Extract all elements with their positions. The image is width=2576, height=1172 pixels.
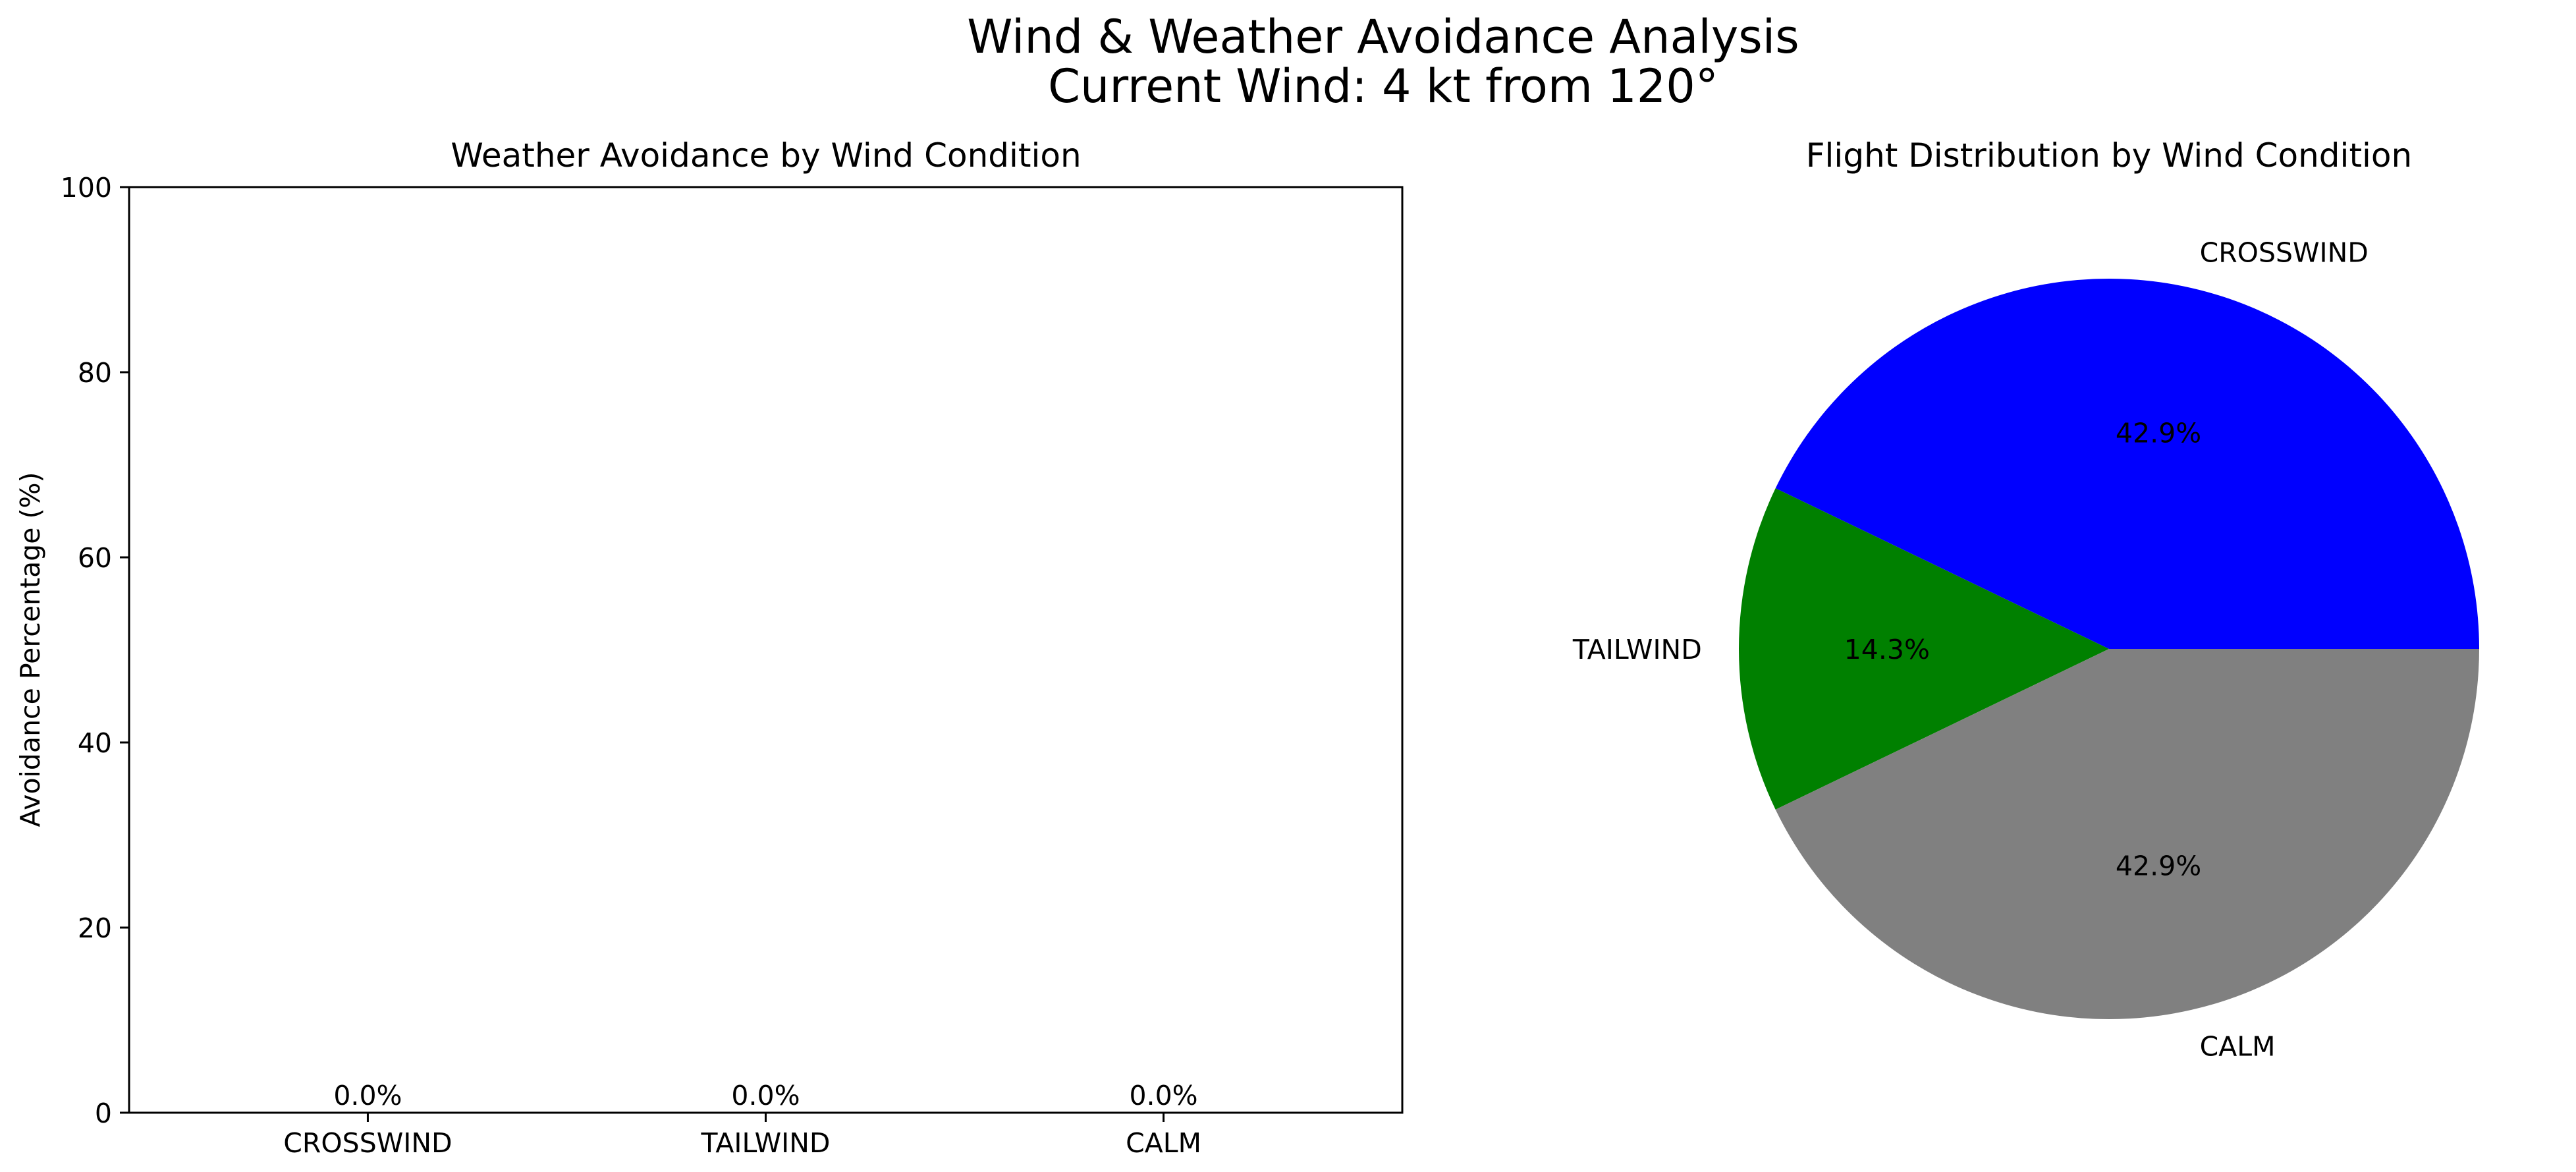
- pie-slice-label: TAILWIND: [1572, 634, 1702, 665]
- bar-data-label: 0.0%: [1129, 1080, 1197, 1111]
- pie-chart-labels: CROSSWIND TAILWIND CALM: [1572, 237, 2369, 1062]
- pie-chart-title: Flight Distribution by Wind Condition: [1806, 136, 2412, 175]
- bar-data-label: 0.0%: [333, 1080, 402, 1111]
- bar-chart-x-ticks: CROSSWIND TAILWIND CALM: [283, 1113, 1201, 1159]
- figure-title-line2: Current Wind: 4 kt from 120°: [1048, 59, 1718, 113]
- pie-slice-percent: 42.9%: [2116, 417, 2201, 449]
- y-tick-label: 80: [78, 357, 112, 389]
- pie-slice: [1775, 279, 2479, 649]
- bar-chart-y-ticks: 0 20 40 60 80 100: [61, 172, 129, 1129]
- pie-chart-panel: Flight Distribution by Wind Condition CR…: [1572, 136, 2479, 1063]
- x-tick-label: TAILWIND: [701, 1127, 831, 1159]
- y-tick-label: 0: [95, 1098, 112, 1129]
- figure-title-line1: Wind & Weather Avoidance Analysis: [967, 10, 1799, 64]
- pie-chart-slices: [1739, 279, 2479, 1019]
- pie-chart-percent-labels: 42.9% 14.3% 42.9%: [1844, 417, 2201, 881]
- bar-data-label: 0.0%: [731, 1080, 800, 1111]
- x-tick-label: CROSSWIND: [283, 1127, 452, 1159]
- pie-slice: [1739, 488, 2109, 810]
- x-tick-label: CALM: [1126, 1127, 1201, 1159]
- y-tick-label: 40: [78, 727, 112, 759]
- bar-chart-ylabel: Avoidance Percentage (%): [14, 472, 46, 827]
- y-tick-label: 20: [78, 912, 112, 944]
- bar-chart-title: Weather Avoidance by Wind Condition: [451, 136, 1081, 175]
- pie-slice: [1775, 649, 2479, 1019]
- pie-slice-label: CALM: [2200, 1031, 2276, 1063]
- pie-slice-percent: 42.9%: [2116, 851, 2201, 882]
- y-tick-label: 100: [61, 172, 112, 204]
- pie-slice-percent: 14.3%: [1844, 634, 1930, 665]
- pie-slice-label: CROSSWIND: [2200, 237, 2369, 268]
- bar-chart-panel: Weather Avoidance by Wind Condition Avoi…: [14, 136, 1404, 1159]
- y-tick-label: 60: [78, 542, 112, 574]
- bar-chart-axes-frame: [128, 186, 1404, 1114]
- bar-chart-data-labels: 0.0% 0.0% 0.0%: [333, 1080, 1197, 1111]
